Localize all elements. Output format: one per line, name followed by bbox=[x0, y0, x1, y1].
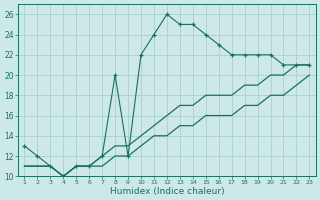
X-axis label: Humidex (Indice chaleur): Humidex (Indice chaleur) bbox=[109, 187, 224, 196]
